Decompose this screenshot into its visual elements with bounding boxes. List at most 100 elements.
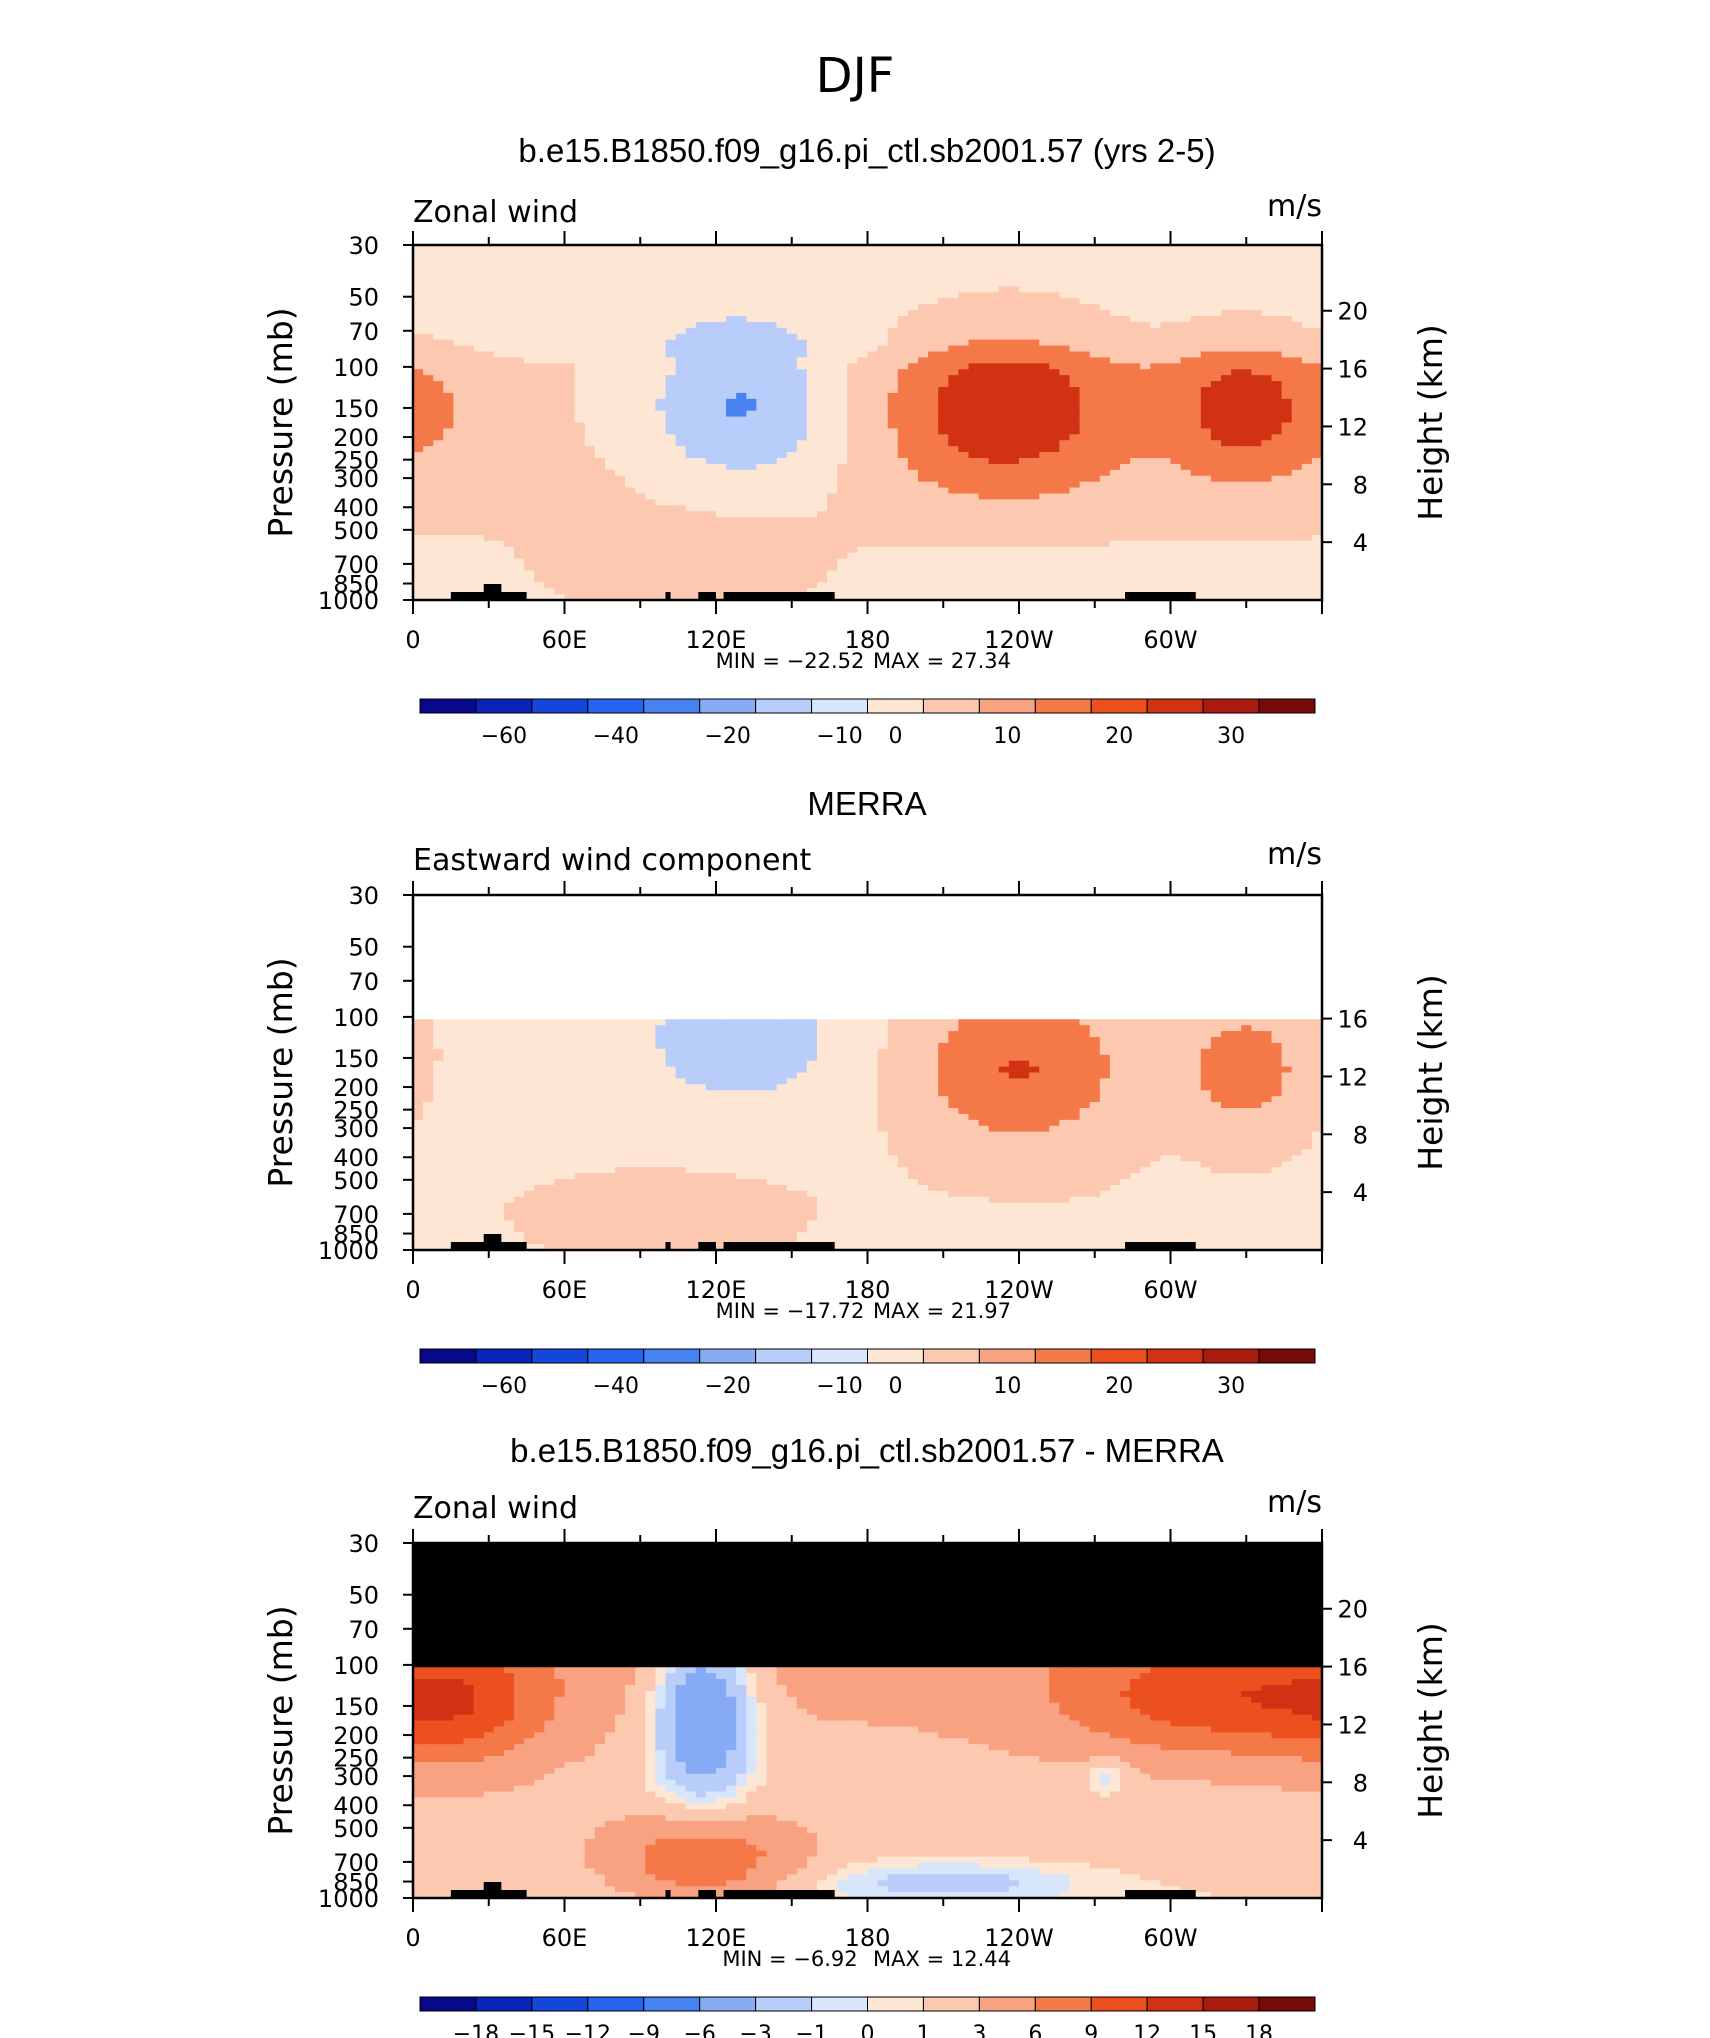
field-cell: [1231, 280, 1242, 288]
field-cell: [847, 446, 858, 453]
field-cell: [1170, 304, 1182, 311]
field-cell: [655, 304, 667, 311]
field-cell: [635, 369, 646, 376]
field-cell: [1069, 564, 1081, 572]
field-cell: [524, 286, 535, 293]
field-cell: [473, 351, 485, 359]
field-cell: [1089, 428, 1101, 435]
field-cell: [423, 262, 434, 270]
field-cell: [1089, 304, 1101, 311]
field-cell: [746, 546, 757, 554]
field-cell: [423, 552, 434, 560]
field-cell: [948, 588, 959, 595]
field-cell: [837, 529, 848, 536]
field-cell: [1099, 310, 1111, 317]
field-cell: [625, 534, 636, 542]
field-cell: [685, 256, 697, 264]
field-cell: [887, 410, 899, 418]
field-cell: [695, 493, 707, 501]
field-cell: [1150, 534, 1161, 542]
field-cell: [493, 245, 505, 252]
field-cell: [1039, 505, 1050, 512]
field-cell: [847, 245, 858, 252]
field-cell: [746, 570, 757, 577]
field-cell: [827, 363, 838, 370]
field-cell: [1008, 375, 1020, 382]
field-cell: [564, 529, 576, 536]
field-cell: [514, 511, 525, 518]
field-cell: [756, 552, 768, 560]
field-cell: [524, 576, 535, 583]
field-cell: [645, 345, 656, 353]
field-cell: [524, 511, 535, 518]
field-cell: [655, 469, 667, 477]
field-cell: [1039, 304, 1050, 311]
field-cell: [1069, 534, 1081, 542]
field-cell: [463, 381, 475, 388]
field-cell: [1170, 280, 1182, 288]
field-cell: [918, 292, 929, 299]
field-cell: [716, 398, 727, 406]
field-cell: [574, 588, 586, 595]
field-cell: [1089, 387, 1101, 394]
field-cell: [1089, 422, 1101, 430]
field-cell: [938, 310, 949, 317]
field-cell: [837, 594, 848, 601]
field-cell: [665, 523, 677, 530]
field-cell: [1059, 404, 1071, 412]
field-cell: [857, 316, 869, 323]
field-cell: [534, 268, 545, 276]
field-cell: [1200, 256, 1212, 264]
field-cell: [948, 458, 959, 465]
field-cell: [1140, 416, 1151, 424]
field-cell: [625, 310, 636, 317]
field-cell: [1200, 499, 1212, 506]
field-cell: [584, 505, 596, 512]
field-cell: [726, 552, 737, 560]
field-cell: [524, 564, 535, 572]
field-cell: [897, 552, 909, 560]
field-cell: [1130, 499, 1141, 506]
field-cell: [1008, 487, 1020, 495]
field-cell: [1059, 280, 1071, 288]
field-cell: [584, 558, 596, 566]
field-cell: [1200, 280, 1212, 288]
field-cell: [1170, 250, 1182, 258]
field-cell: [1130, 316, 1141, 323]
field-cell: [1130, 469, 1141, 477]
field-cell: [463, 422, 475, 430]
field-cell: [796, 310, 808, 317]
field-cell: [514, 493, 525, 501]
field-cell: [695, 452, 707, 459]
field-cell: [665, 434, 677, 441]
field-cell: [503, 298, 515, 305]
field-cell: [635, 517, 646, 524]
field-cell: [1029, 493, 1040, 501]
field-cell: [1120, 558, 1131, 566]
field-cell: [564, 487, 576, 495]
field-cell: [837, 540, 848, 548]
field-cell: [918, 523, 929, 530]
field-cell: [463, 511, 475, 518]
field-cell: [796, 517, 808, 524]
field-cell: [867, 428, 879, 435]
field-cell: [998, 481, 1010, 489]
field-cell: [857, 493, 869, 501]
field-cell: [473, 316, 485, 323]
field-cell: [726, 428, 737, 435]
field-cell: [493, 345, 505, 353]
field-cell: [1140, 351, 1151, 359]
field-cell: [786, 381, 798, 388]
field-cell: [1039, 511, 1050, 518]
field-cell: [1160, 310, 1172, 317]
field-cell: [1059, 333, 1071, 341]
field-cell: [503, 511, 515, 518]
field-cell: [1039, 570, 1050, 577]
field-cell: [766, 428, 778, 435]
field-cell: [1120, 363, 1131, 370]
field-cell: [918, 434, 929, 441]
field-cell: [1241, 381, 1252, 388]
field-cell: [615, 540, 626, 548]
field-cell: [665, 298, 677, 305]
field-cell: [1099, 304, 1111, 311]
